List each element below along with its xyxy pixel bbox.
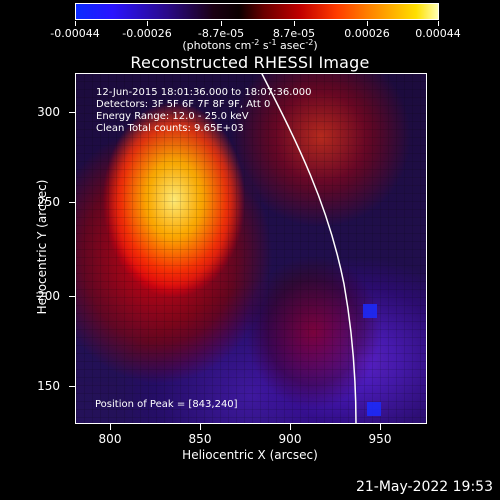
colorbar-tick: [147, 21, 148, 26]
peak-position: Position of Peak = [843,240]: [95, 399, 238, 410]
colorbar-tick: [221, 21, 222, 26]
x-tick-label: 950: [368, 432, 392, 446]
rhessi-image-panel: [75, 73, 427, 424]
info-line-4: Clean Total counts: 9.65E+03: [96, 123, 244, 134]
solar-limb-arc: [261, 74, 357, 423]
x-tick: [290, 424, 291, 430]
colorbar-tick-label: -8.7e-05: [197, 27, 245, 40]
x-tick-label: 900: [278, 432, 302, 446]
x-axis-title: Heliocentric X (arcsec): [182, 448, 318, 462]
colorbar-units: (photons cm-2 s-1 asec-2): [0, 38, 500, 52]
y-tick-label: 150: [37, 379, 60, 393]
colorbar-tick: [367, 21, 368, 26]
x-tick: [200, 424, 201, 430]
timestamp: 21-May-2022 19:53: [355, 479, 493, 495]
units-text: ): [313, 39, 318, 52]
x-tick: [110, 424, 111, 430]
info-line-1: 12-Jun-2015 18:01:36.000 to 18:07:36.000: [96, 87, 312, 98]
x-tick: [380, 424, 381, 430]
y-axis-title: Heliocentric Y (arcsec): [35, 179, 49, 315]
colorbar-tick-label: -0.00026: [122, 27, 172, 40]
y-tick-label: 300: [37, 105, 60, 119]
heatmap: [76, 74, 426, 423]
x-tick-label: 800: [98, 432, 122, 446]
info-line-3: Energy Range: 12.0 - 25.0 keV: [96, 111, 249, 122]
blue-emission-spots: [363, 304, 381, 416]
units-text: (photons cm: [182, 39, 252, 52]
y-tick-label: 250: [37, 195, 60, 209]
colorbar: [75, 3, 439, 20]
image-title: Reconstructed RHESSI Image: [130, 53, 370, 72]
colorbar-tick-label: 0.00026: [344, 27, 390, 40]
pixel-grid-overlay: [76, 74, 426, 423]
units-exponent: -2: [305, 38, 314, 47]
y-tick: [69, 296, 75, 297]
units-exponent: -1: [268, 38, 277, 47]
observation-info: 12-Jun-2015 18:01:36.000 to 18:07:36.000…: [96, 87, 312, 135]
units-exponent: -2: [251, 38, 260, 47]
y-tick: [69, 202, 75, 203]
colorbar-tick: [294, 21, 295, 26]
colorbar-tick: [438, 21, 439, 26]
y-tick: [69, 112, 75, 113]
units-text: s: [259, 39, 269, 52]
info-line-2: Detectors: 3F 5F 6F 7F 8F 9F, Att 0: [96, 99, 271, 110]
colorbar-tick-label: 0.00044: [415, 27, 461, 40]
colorbar-tick-label: -0.00044: [50, 27, 100, 40]
units-text: asec: [276, 39, 306, 52]
y-tick-label: 200: [37, 289, 60, 303]
colorbar-tick-label: 8.7e-05: [272, 27, 316, 40]
y-tick: [69, 386, 75, 387]
x-tick-label: 850: [188, 432, 212, 446]
colorbar-tick: [75, 21, 76, 26]
